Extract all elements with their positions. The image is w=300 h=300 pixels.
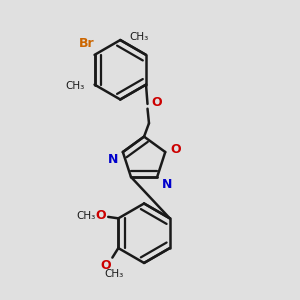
Text: O: O [151,96,162,109]
Text: Br: Br [79,37,95,50]
Text: CH₃: CH₃ [77,211,96,221]
Text: O: O [171,143,181,156]
Text: CH₃: CH₃ [130,32,149,42]
Text: N: N [108,153,118,166]
Text: O: O [96,209,106,222]
Text: N: N [162,178,172,191]
Text: CH₃: CH₃ [66,81,85,91]
Text: O: O [100,260,111,272]
Text: CH₃: CH₃ [104,269,124,279]
